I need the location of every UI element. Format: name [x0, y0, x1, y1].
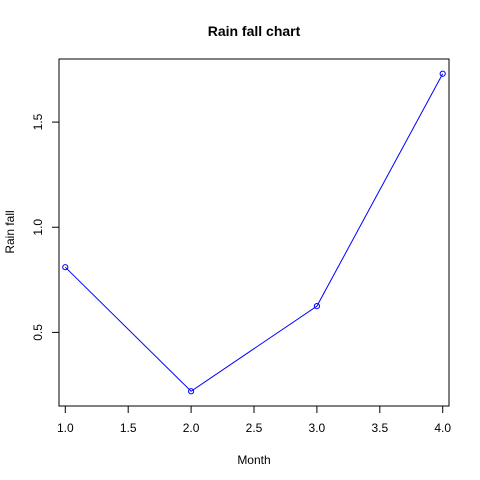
- x-tick-label: 4.0: [434, 421, 451, 435]
- y-tick-label: 0.5: [31, 324, 45, 341]
- x-axis: 1.0 1.5 2.0 2.5 3.0 3.5 4.0: [57, 405, 451, 435]
- series-layer: [62, 70, 446, 395]
- y-axis-label: Rain fall: [3, 210, 17, 253]
- x-tick-label: 2.5: [246, 421, 263, 435]
- plot-frame: [58, 58, 450, 407]
- x-tick-label: 1.0: [57, 421, 74, 435]
- data-point: [62, 264, 69, 271]
- y-axis: 0.5 1.0 1.5: [31, 113, 60, 341]
- x-tick-label: 1.5: [120, 421, 137, 435]
- x-tick-label: 3.0: [309, 421, 326, 435]
- x-tick-label: 2.0: [183, 421, 200, 435]
- data-point: [187, 388, 195, 395]
- y-tick-label: 1.5: [31, 113, 45, 130]
- y-tick-label: 1.0: [31, 219, 45, 236]
- data-point: [439, 70, 446, 77]
- chart-title: Rain fall chart: [208, 23, 301, 39]
- x-tick-label: 3.5: [371, 421, 388, 435]
- data-point: [313, 303, 321, 310]
- series-line: [64, 73, 444, 392]
- x-axis-label: Month: [237, 453, 270, 467]
